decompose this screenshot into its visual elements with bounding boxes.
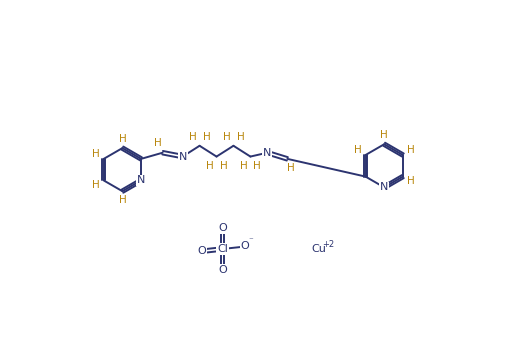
Text: H: H	[154, 138, 162, 148]
Text: N: N	[137, 175, 145, 185]
Text: N: N	[178, 152, 187, 162]
Text: O: O	[218, 223, 227, 233]
Text: N: N	[380, 182, 388, 192]
Text: H: H	[220, 161, 227, 171]
Text: H: H	[354, 146, 361, 155]
Text: H: H	[254, 161, 261, 171]
Text: H: H	[189, 132, 197, 142]
Text: H: H	[237, 132, 244, 142]
Text: H: H	[92, 180, 99, 190]
Text: ⁻: ⁻	[248, 236, 254, 245]
Text: H: H	[286, 163, 295, 173]
Text: H: H	[380, 130, 388, 140]
Text: Cl: Cl	[217, 244, 228, 254]
Text: H: H	[92, 149, 99, 159]
Text: N: N	[263, 148, 272, 158]
Text: Cu: Cu	[311, 244, 326, 254]
Text: H: H	[119, 196, 126, 206]
Text: H: H	[203, 132, 210, 142]
Text: O: O	[240, 241, 249, 251]
Text: H: H	[119, 134, 126, 144]
Text: H: H	[407, 176, 415, 186]
Text: O: O	[197, 246, 206, 256]
Text: O: O	[218, 265, 227, 275]
Text: +2: +2	[322, 240, 334, 249]
Text: H: H	[223, 132, 230, 142]
Text: H: H	[407, 146, 415, 155]
Text: H: H	[206, 161, 213, 171]
Text: H: H	[240, 161, 247, 171]
